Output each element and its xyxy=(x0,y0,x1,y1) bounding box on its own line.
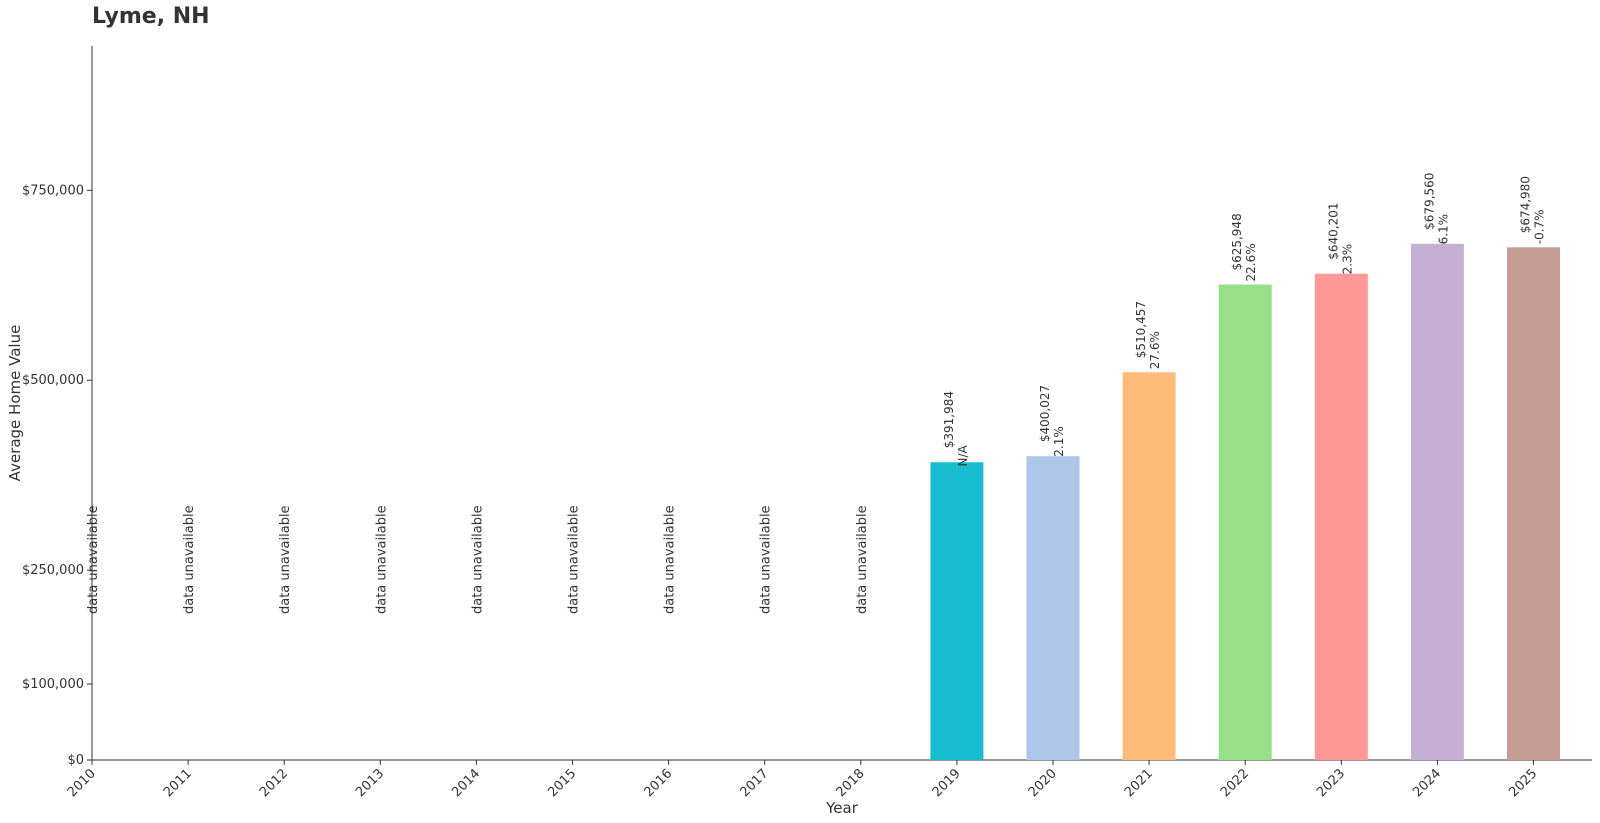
bar-change-label: 22.6% xyxy=(1244,243,1258,281)
bar-value-label: $674,980 xyxy=(1519,176,1533,233)
bar-missing-label: data unavailable xyxy=(86,505,101,614)
bar-value-label: $625,948 xyxy=(1230,213,1244,270)
bar-change-label: -0.7% xyxy=(1533,209,1547,244)
x-tick-label: 2014 xyxy=(449,766,483,800)
bar-missing-label: data unavailable xyxy=(567,505,582,614)
x-axis-label: Year xyxy=(825,799,859,817)
bar xyxy=(1122,372,1176,760)
x-tick-label: 2018 xyxy=(834,766,868,800)
x-tick-label: 2011 xyxy=(161,766,195,800)
y-tick-label: $500,000 xyxy=(22,373,84,388)
x-tick-label: 2012 xyxy=(257,766,291,800)
x-tick-label: 2022 xyxy=(1218,766,1252,800)
bar-missing-label: data unavailable xyxy=(182,505,197,614)
bar-change-label: 6.1% xyxy=(1436,214,1450,245)
bar xyxy=(1507,247,1560,760)
x-tick-label: 2020 xyxy=(1026,766,1060,800)
x-tick-label: 2019 xyxy=(930,766,964,800)
bar-missing-label: data unavailable xyxy=(278,505,293,614)
bar-change-label: N/A xyxy=(956,444,970,466)
bar-missing-label: data unavailable xyxy=(855,505,870,614)
bar xyxy=(1410,243,1464,760)
bar xyxy=(930,462,984,760)
x-tick-label: 2010 xyxy=(65,766,99,800)
y-axis-label: Average Home Value xyxy=(6,325,24,482)
x-tick-label: 2015 xyxy=(545,766,579,800)
bar xyxy=(1314,273,1368,760)
y-tick-label: $250,000 xyxy=(22,563,84,578)
plot-area: $0 $100,000 $250,000 $500,000 $750,000 2010 da… xyxy=(22,46,1592,800)
chart-title: Lyme, NH xyxy=(92,4,210,29)
bar xyxy=(1026,456,1080,760)
x-tick-label: 2024 xyxy=(1410,766,1444,800)
x-tick-label: 2025 xyxy=(1506,766,1540,800)
y-tick-label: $750,000 xyxy=(22,183,84,198)
bar-value-label: $510,457 xyxy=(1134,301,1148,358)
x-tick-label: 2017 xyxy=(738,766,772,800)
x-tick-label: 2023 xyxy=(1314,766,1348,800)
bar-value-label: $400,027 xyxy=(1038,385,1052,442)
bar-change-label: 2.3% xyxy=(1340,244,1354,275)
bar-value-label: $391,984 xyxy=(942,391,956,448)
x-tick-label: 2021 xyxy=(1122,766,1156,800)
bar-value-label: $679,560 xyxy=(1422,173,1436,230)
bar-value-label: $640,201 xyxy=(1326,202,1340,259)
bar-missing-label: data unavailable xyxy=(374,505,389,614)
y-tick-label: $100,000 xyxy=(22,677,84,692)
bar-missing-label: data unavailable xyxy=(470,505,485,614)
bar-missing-label: data unavailable xyxy=(663,505,678,614)
bar-change-label: 2.1% xyxy=(1052,426,1066,457)
bar-change-label: 27.6% xyxy=(1148,331,1162,369)
bar xyxy=(1218,284,1272,760)
y-tick-label: $0 xyxy=(67,753,84,768)
x-tick-label: 2013 xyxy=(353,766,387,800)
bar-missing-label: data unavailable xyxy=(759,505,774,614)
x-tick-label: 2016 xyxy=(641,766,675,800)
